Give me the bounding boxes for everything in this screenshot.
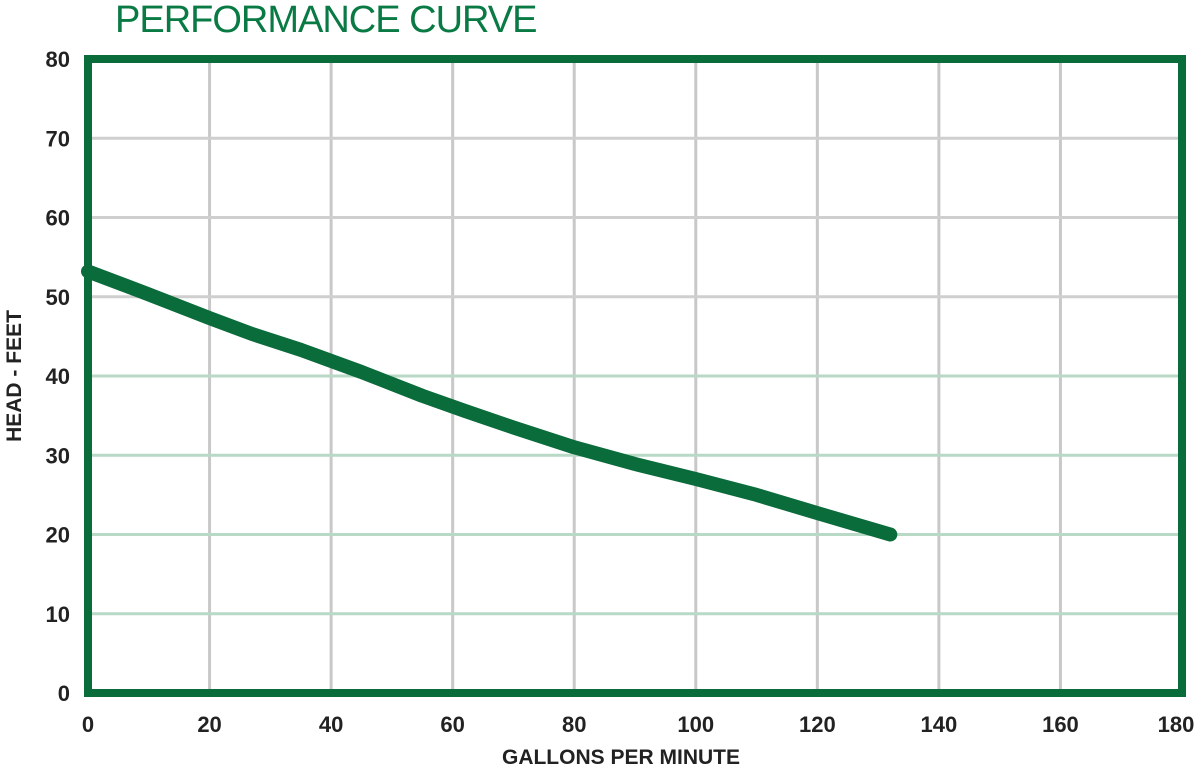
- y-tick-label: 50: [46, 285, 70, 310]
- y-axis-label: HEAD - FEET: [3, 310, 26, 442]
- x-tick-label: 40: [319, 712, 343, 737]
- y-tick-label: 60: [46, 206, 70, 231]
- y-tick-label: 30: [46, 443, 70, 468]
- x-tick-label: 80: [562, 712, 586, 737]
- y-axis-ticks: 0 10 20 30 40 50 60 70 80: [46, 47, 70, 706]
- plot-frame: [84, 55, 1186, 697]
- y-tick-label: 20: [46, 523, 70, 548]
- x-tick-label: 100: [677, 712, 714, 737]
- y-tick-label: 40: [46, 364, 70, 389]
- x-tick-label: 120: [799, 712, 836, 737]
- x-tick-label: 20: [197, 712, 221, 737]
- x-tick-label: 160: [1042, 712, 1079, 737]
- y-tick-label: 10: [46, 602, 70, 627]
- y-tick-label: 0: [58, 681, 70, 706]
- chart-title: PERFORMANCE CURVE: [115, 0, 536, 41]
- grid-lines: [88, 59, 1182, 693]
- y-tick-label: 80: [46, 47, 70, 72]
- x-axis-ticks: 0 20 40 60 80 100 120 140 160 180: [82, 712, 1194, 737]
- x-tick-label: 140: [921, 712, 958, 737]
- y-tick-label: 70: [46, 126, 70, 151]
- x-tick-label: 60: [440, 712, 464, 737]
- x-axis-label: GALLONS PER MINUTE: [502, 746, 740, 769]
- performance-curve: [81, 264, 898, 542]
- x-tick-label: 180: [1158, 712, 1195, 737]
- series-line: [81, 264, 898, 542]
- x-tick-label: 0: [82, 712, 94, 737]
